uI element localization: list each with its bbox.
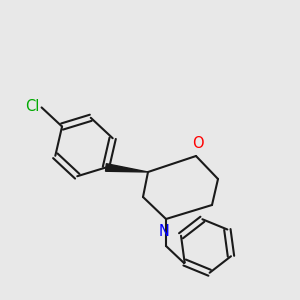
Text: O: O [192,136,204,151]
Text: N: N [159,224,170,239]
Polygon shape [106,164,148,172]
Text: Cl: Cl [25,99,40,114]
